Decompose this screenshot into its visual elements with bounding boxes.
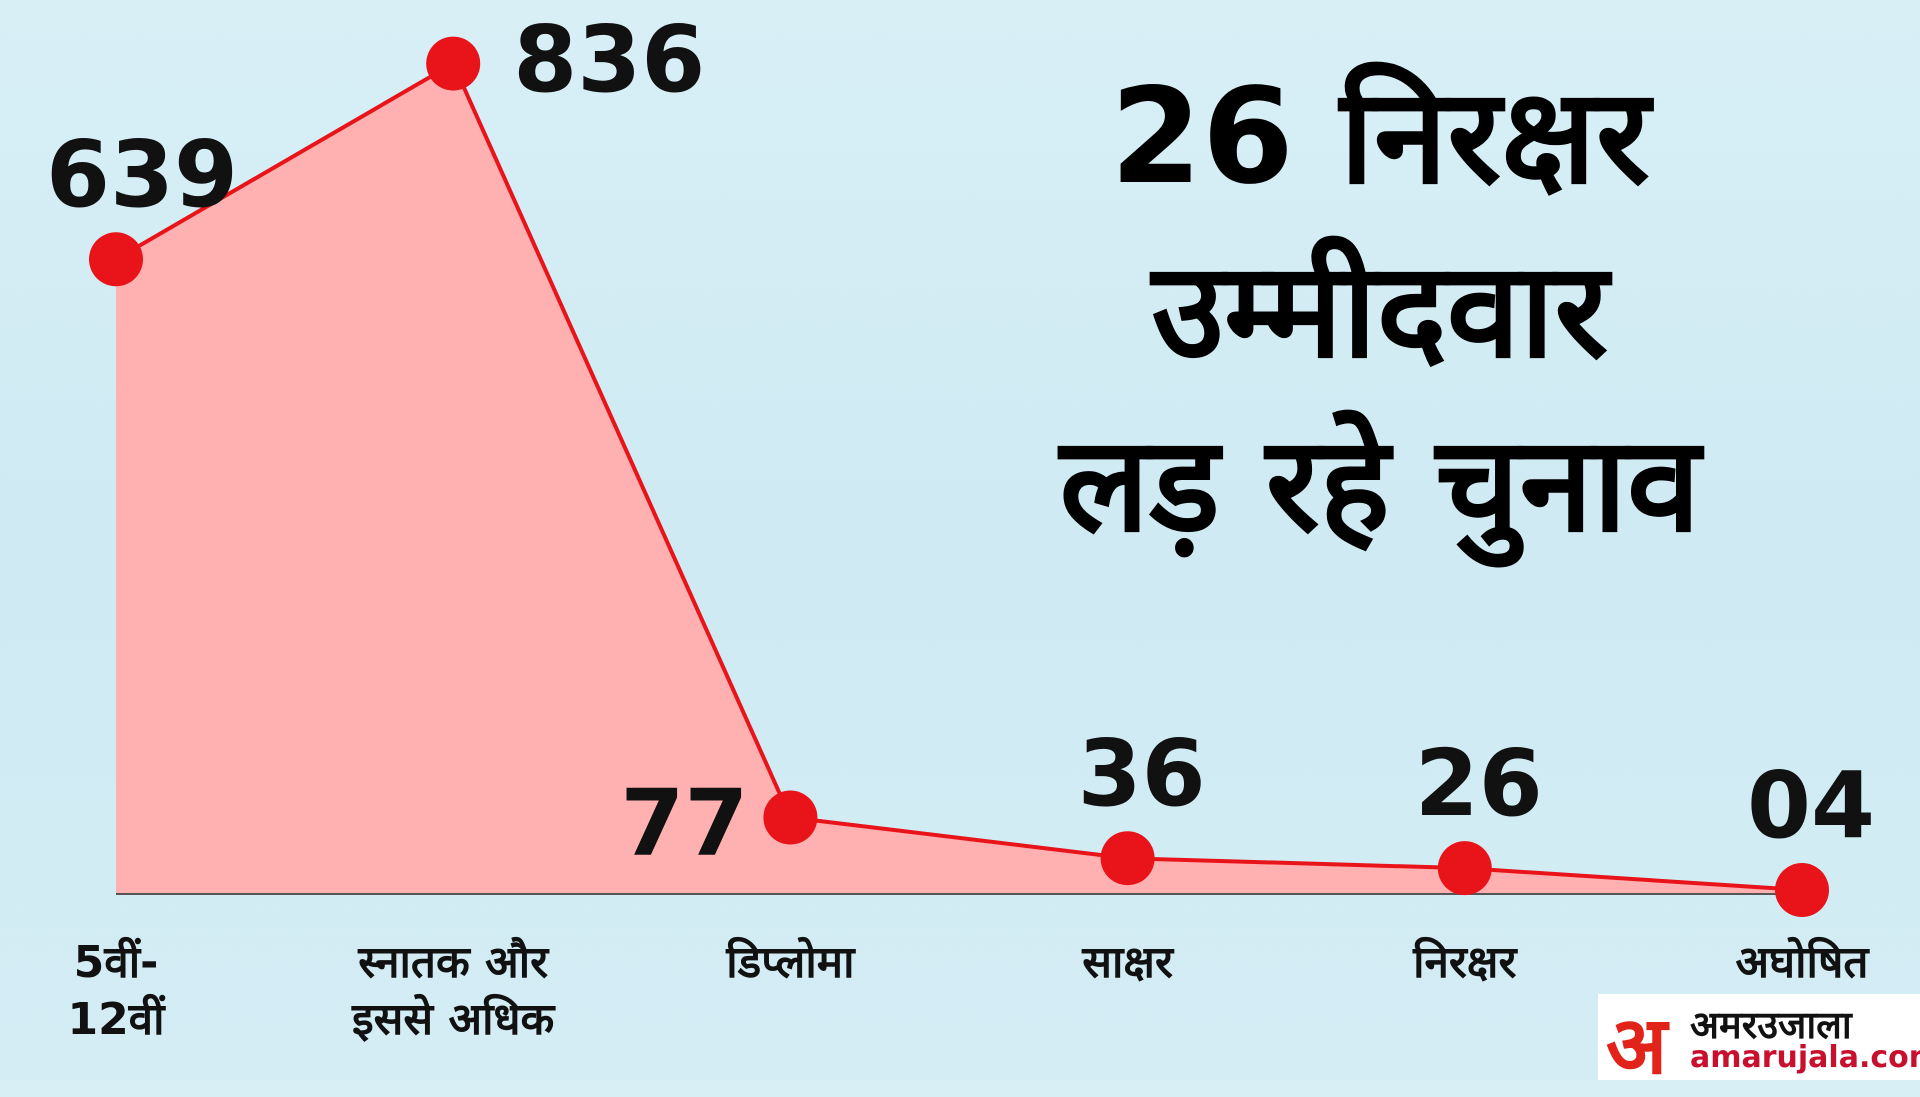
point bbox=[89, 232, 143, 287]
logo: अ अमरउजाला amarujala.com bbox=[1598, 994, 1920, 1092]
value-label: 639 bbox=[46, 121, 239, 229]
logo-mark: अ bbox=[1606, 999, 1668, 1092]
x-tick-label: अघोषित bbox=[1735, 937, 1869, 988]
x-tick-label: 5वीं- 12वीं bbox=[67, 937, 165, 1046]
value-label: 04 bbox=[1747, 752, 1876, 860]
x-tick-label: स्नातक और इससे अधिक bbox=[352, 937, 555, 1046]
x-tick-label: साक्षर bbox=[1082, 937, 1173, 988]
value-label: 26 bbox=[1414, 730, 1543, 838]
point bbox=[763, 790, 818, 845]
area bbox=[116, 63, 1802, 894]
x-tick-label: निरक्षर bbox=[1413, 937, 1517, 988]
point bbox=[1100, 831, 1155, 886]
x-tick-label: डिप्लोमा bbox=[726, 937, 855, 988]
value-label: 36 bbox=[1077, 720, 1206, 828]
logo-name: अमरउजाला bbox=[1690, 1003, 1852, 1047]
value-label: 836 bbox=[513, 5, 706, 113]
chart-title: 26 निरक्षर उम्मीदवार लड़ रहे चुनाव bbox=[1059, 60, 1701, 563]
point bbox=[426, 36, 481, 91]
value-label: 77 bbox=[620, 769, 749, 877]
line bbox=[114, 60, 1803, 893]
point bbox=[1775, 863, 1829, 918]
point bbox=[1437, 841, 1492, 896]
logo-website: amarujala.com bbox=[1690, 1040, 1920, 1075]
